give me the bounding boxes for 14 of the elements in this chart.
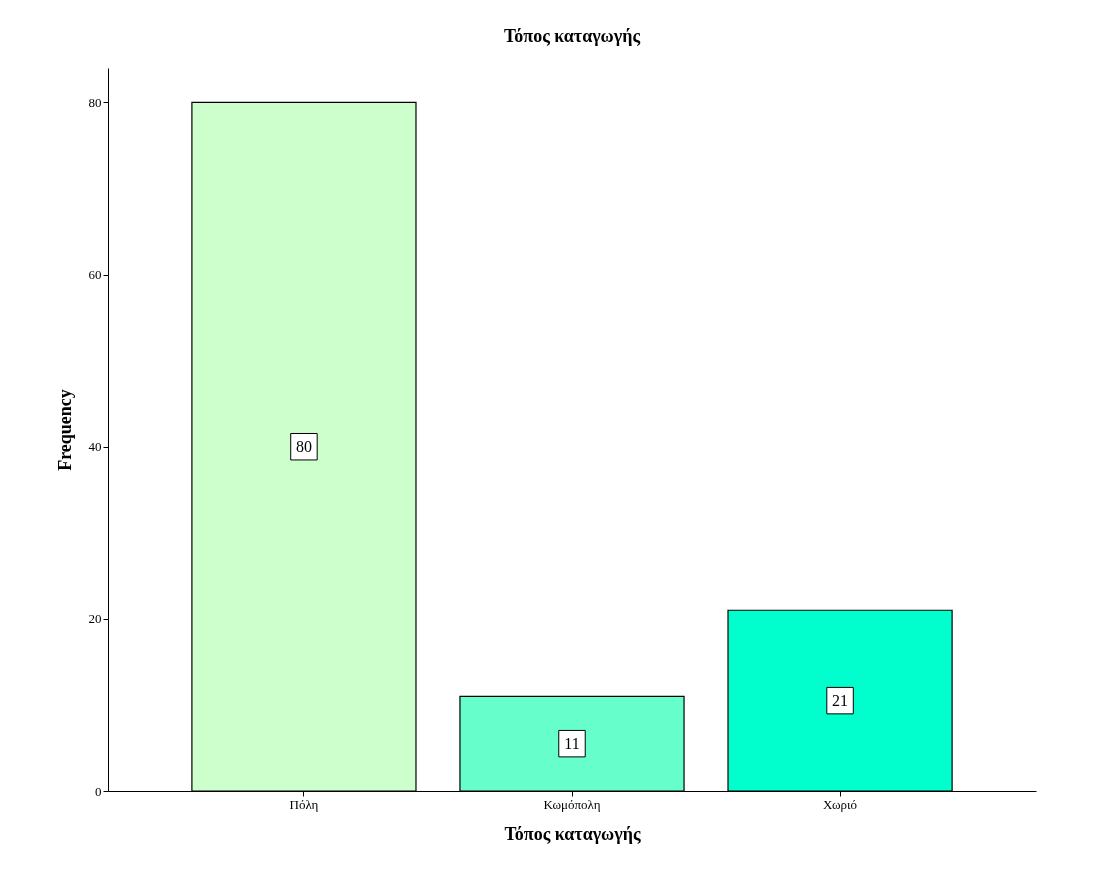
- x-tick-label: Πόλη: [289, 796, 319, 812]
- y-tick-label: 0: [95, 783, 102, 799]
- x-axis-title: Τόπος καταγωγής: [504, 823, 641, 844]
- y-axis-title: Frequency: [54, 389, 75, 471]
- x-tick-label: Κωμόπολη: [543, 796, 601, 812]
- y-tick-label: 80: [88, 94, 102, 110]
- y-tick-label: 20: [88, 611, 102, 627]
- data-label: 11: [564, 734, 580, 752]
- data-label: 80: [295, 437, 312, 455]
- y-tick-label: 60: [88, 267, 102, 283]
- y-tick-label: 40: [88, 439, 102, 455]
- x-tick-label: Χωριό: [823, 796, 858, 812]
- chart-title: Τόπος καταγωγής: [503, 26, 641, 46]
- data-label: 21: [832, 691, 849, 709]
